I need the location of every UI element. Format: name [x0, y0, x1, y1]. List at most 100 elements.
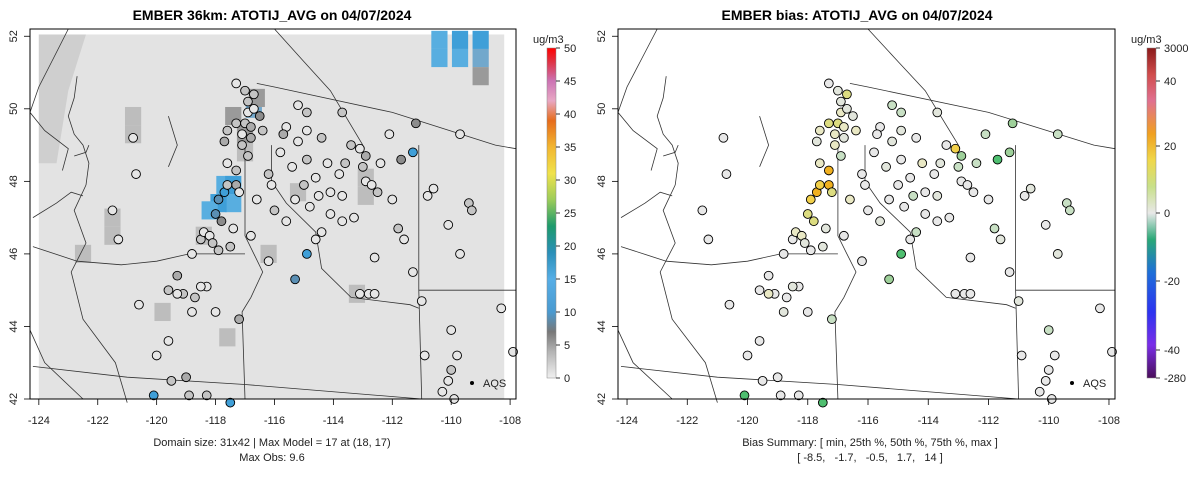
bias-site: [1013, 296, 1024, 306]
colorbar-tick-label: 40: [1164, 76, 1176, 88]
bias-site: [932, 216, 943, 227]
bias-site: [1040, 376, 1051, 386]
obs-site: [366, 180, 377, 190]
bias-site: [869, 147, 879, 158]
obs-site: [428, 183, 439, 194]
bias-site: [814, 180, 825, 190]
obs-site: [222, 180, 233, 190]
obs-site: [225, 241, 236, 252]
bias-site: [836, 96, 846, 107]
bias-site: [905, 172, 916, 183]
bias-site: [1004, 267, 1015, 277]
obs-site: [237, 129, 247, 140]
obs-site: [225, 397, 236, 408]
bias-site: [1043, 325, 1054, 335]
model-cell: [472, 48, 489, 68]
bias-site: [703, 234, 714, 245]
bias-site: [899, 201, 910, 212]
bias-site: [1019, 191, 1030, 201]
obs-site: [393, 223, 404, 234]
bias-site: [775, 390, 786, 401]
bias-site: [905, 234, 916, 245]
model-cell: [74, 244, 92, 263]
model-cell: [124, 106, 142, 126]
obs-site: [375, 158, 386, 169]
legend-aqs-bias: AQS: [1070, 378, 1106, 390]
bias-site: [932, 107, 943, 118]
bias-site: [802, 307, 813, 317]
boundary-line: [274, 28, 364, 146]
obs-site: [293, 100, 303, 111]
boundary-line: [32, 191, 84, 218]
obs-site: [231, 165, 242, 176]
obs-site: [275, 147, 286, 158]
obs-site: [387, 194, 398, 205]
obs-site: [399, 234, 409, 245]
boundary-line: [656, 76, 679, 186]
bias-site: [896, 154, 906, 165]
obs-site: [201, 390, 212, 401]
model-cell: [431, 30, 448, 49]
obs-site: [408, 267, 418, 277]
chart-title-bias: EMBER bias: ATOTIJ_AVG on 04/07/2024: [721, 7, 992, 23]
bias-site: [1049, 350, 1060, 361]
obs-site: [222, 158, 233, 169]
aqs-marker: [470, 381, 474, 385]
x-tick-label: -112: [978, 415, 999, 427]
y-tick-label: 50: [8, 103, 20, 115]
obs-site: [443, 220, 454, 230]
obs-site: [357, 161, 368, 172]
panel-bias: EMBER bias: ATOTIJ_AVG on 04/07/2024 -12…: [596, 7, 1189, 464]
y-axis-model: 42 44 46 48 50 52: [8, 30, 30, 405]
bias-site: [817, 241, 828, 252]
boundary-line: [620, 191, 673, 218]
bias-site: [1034, 386, 1045, 397]
bias-site: [863, 205, 873, 216]
bias-site: [935, 158, 946, 169]
obs-site: [148, 390, 159, 401]
obs-site: [163, 285, 174, 296]
bias-site: [980, 129, 991, 140]
colorbar-tick-label: 10: [564, 307, 576, 319]
obs-site: [172, 288, 183, 299]
bias-site: [950, 288, 961, 299]
bias-site: [992, 154, 1003, 165]
colorbar-tick-label: 20: [1164, 141, 1176, 153]
colorbar-tick-label: 30: [564, 175, 576, 187]
bias-site: [884, 274, 894, 285]
bias-site: [827, 314, 837, 325]
x-tick-label: -116: [857, 415, 878, 427]
obs-site: [304, 201, 315, 212]
obs-site: [310, 172, 321, 183]
model-cell: [104, 208, 121, 227]
obs-site: [113, 234, 124, 245]
bias-site: [941, 140, 952, 150]
model-cell: [451, 30, 469, 49]
obs-site: [455, 129, 465, 140]
bias-site: [836, 151, 846, 161]
obs-site: [184, 390, 194, 401]
bias-site: [1043, 365, 1054, 375]
bias-site: [989, 223, 1000, 234]
bias-site: [830, 140, 840, 150]
obs-site: [210, 209, 221, 219]
x-tick-label: -118: [797, 415, 818, 427]
bias-site: [823, 118, 834, 129]
colorbar-tick-label: 45: [564, 76, 576, 88]
bias-site: [724, 299, 735, 310]
bias-site: [697, 205, 708, 216]
obs-site: [269, 205, 280, 216]
footer-line-2: Max Obs: 9.6: [239, 452, 304, 464]
map-model: [29, 28, 518, 408]
bias-site: [793, 390, 804, 401]
obs-site: [251, 194, 262, 205]
obs-site: [246, 122, 256, 132]
obs-site: [240, 85, 250, 96]
obs-site: [346, 140, 356, 150]
x-axis-model: -124 -122 -120 -118 -116 -114 -112 -110 -108: [28, 399, 521, 427]
obs-site: [195, 281, 206, 292]
y-tick-label: 42: [8, 393, 20, 405]
obs-site: [302, 107, 312, 118]
obs-site: [151, 350, 162, 361]
obs-site: [355, 143, 365, 154]
